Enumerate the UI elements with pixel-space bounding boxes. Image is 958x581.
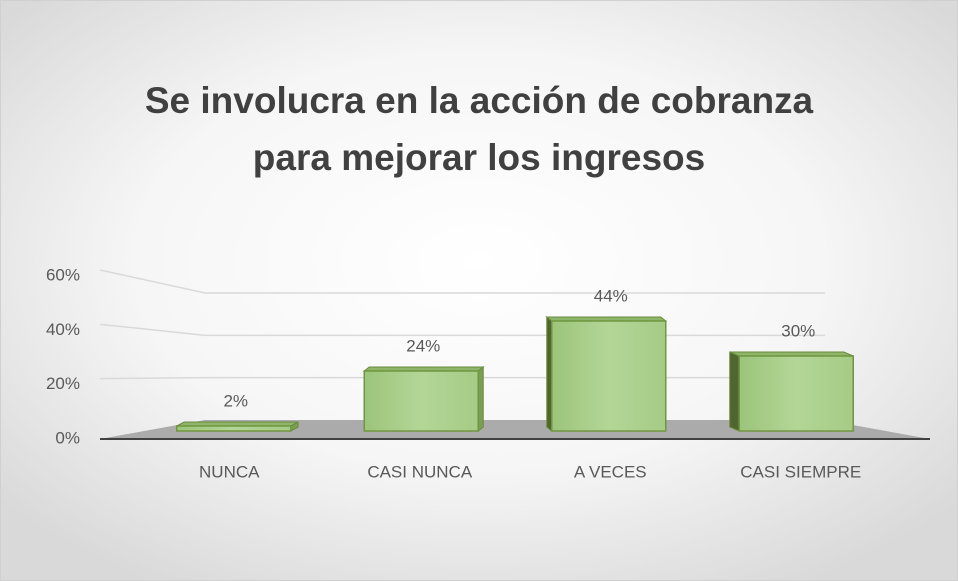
grid-line	[99, 269, 825, 294]
bar	[363, 370, 479, 432]
y-tick-label: 40%	[46, 320, 80, 339]
x-tick-label: A VECES	[574, 462, 647, 481]
data-label: 30%	[781, 321, 815, 340]
y-tick-label: 60%	[46, 265, 80, 284]
y-tick-label: 0%	[55, 428, 80, 447]
data-label: 44%	[594, 286, 628, 305]
data-label: 2%	[223, 391, 248, 410]
x-tick-label: CASI SIEMPRE	[740, 462, 861, 481]
bar-side	[729, 351, 740, 432]
y-tick-label: 20%	[46, 374, 80, 393]
bar	[738, 355, 854, 432]
bar	[551, 320, 667, 432]
floor	[100, 420, 930, 439]
x-tick-label: CASI NUNCA	[367, 462, 473, 481]
chart-title: para mejorar los ingresos	[253, 137, 705, 178]
data-label: 24%	[406, 336, 440, 355]
bar	[176, 425, 292, 432]
x-tick-label: NUNCA	[199, 462, 260, 481]
chart-title: Se involucra en la acción de cobranza	[145, 80, 814, 121]
